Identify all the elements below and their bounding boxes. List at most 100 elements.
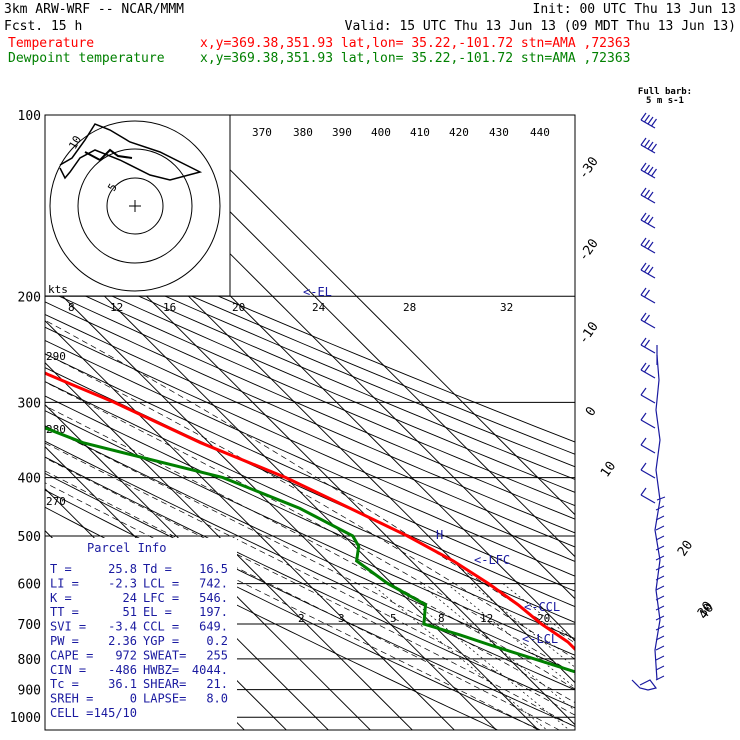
parcel-info-row: CIN = -486 HWBZ= 4044. <box>50 663 228 677</box>
parcel-label: T = <box>50 562 72 576</box>
parcel-info-row: K = 24 LFC = 546. <box>50 591 228 605</box>
theta-label: 270 <box>46 495 66 508</box>
isotherm <box>132 115 575 558</box>
barb-legend-line1: Full barb: <box>638 87 692 97</box>
parcel-info-box: Parcel Info T = 25.8 Td = 16.5 LI = -2.3 LCL =… <box>45 538 237 730</box>
wind-barbs <box>631 112 666 691</box>
dry-adiabat <box>45 381 575 623</box>
parcel-label: CCL = <box>143 620 179 634</box>
hodograph-speed-label: 28 <box>403 301 416 314</box>
parcel-info-background <box>45 538 237 730</box>
wind-barb <box>640 162 657 179</box>
isotherm <box>45 278 497 730</box>
wind-barb <box>640 462 656 479</box>
parcel-value: 51 <box>123 605 137 619</box>
theta-label: 380 <box>293 126 313 139</box>
parcel-value: 546. <box>199 591 228 605</box>
wind-barb <box>640 137 657 154</box>
temperature-tick-label: -30 <box>576 154 602 182</box>
theta-label: 410 <box>410 126 430 139</box>
parcel-value: 21. <box>206 677 228 691</box>
parcel-info-row: PW = 2.36 YGP = 0.2 <box>50 634 228 648</box>
parcel-label: Tc = <box>50 677 79 691</box>
wind-barb <box>640 487 656 504</box>
parcel-info-row: SVI = -3.4 CCL = 649. <box>50 620 228 634</box>
parcel-value: 0.2 <box>206 634 228 648</box>
parcel-value: 24 <box>123 591 137 605</box>
valid-time: Valid: 15 UTC Thu 13 Jun 13 (09 MDT Thu … <box>345 19 736 34</box>
pressure-tick-label: 700 <box>18 618 41 633</box>
hodograph-ring <box>106 177 164 235</box>
dry-adiabat <box>45 276 575 507</box>
parcel-label: LI = <box>50 576 79 590</box>
wind-barb <box>640 312 656 329</box>
pressure-tick-label: 300 <box>18 396 41 411</box>
dry-adiabat <box>45 230 575 455</box>
hodograph-speed-label: 16 <box>163 301 176 314</box>
isotherm <box>45 362 413 730</box>
parcel-label: SREH = <box>50 692 93 706</box>
model-title: 3km ARW-WRF -- NCAR/MMM <box>4 2 184 17</box>
parcel-value: 16.5 <box>199 562 228 576</box>
pressure-tick-label: 500 <box>18 530 41 545</box>
parcel-value: 742. <box>199 576 228 590</box>
parcel-value: 0 <box>130 692 137 706</box>
parcel-value: 649. <box>199 620 228 634</box>
hodograph-speed-label: 24 <box>312 301 326 314</box>
parcel-label: LCL = <box>143 576 179 590</box>
parcel-value: 2.36 <box>108 634 137 648</box>
dry-adiabat <box>45 253 575 480</box>
wind-barb <box>640 437 656 454</box>
parcel-label: K = <box>50 591 72 605</box>
mixing-ratio-label: 12 <box>480 612 493 625</box>
parcel-label: SHEAR= <box>143 677 186 691</box>
wind-barb <box>640 287 656 304</box>
temperature-legend-info: x,y=369.38,351.93 lat,lon= 35.22,-101.72… <box>200 36 630 51</box>
parcel-value: -486 <box>108 663 137 677</box>
parcel-value: 197. <box>199 605 228 619</box>
parcel-info-row: CELL = 145/10 <box>50 706 137 720</box>
dry-adiabat <box>45 440 575 691</box>
hodograph-speed-labels: 8 12 16 20 24 28 32 <box>68 301 513 314</box>
temperature-profile <box>45 371 575 652</box>
parcel-label: YGP = <box>143 634 179 648</box>
mixing-ratio-line <box>391 583 570 730</box>
pressure-tick-label: 400 <box>18 472 41 487</box>
parcel-label: SVI = <box>50 620 86 634</box>
mixing-ratio-label: 2 <box>298 612 305 625</box>
dewpoint-profile <box>45 426 575 674</box>
parcel-label: PW = <box>50 634 79 648</box>
parcel-value: 972 <box>115 648 137 662</box>
forecast-hour: Fcst. 15 h <box>4 19 82 34</box>
dewpoint-legend-info: x,y=369.38,351.93 lat,lon= 35.22,-101.72… <box>200 51 630 66</box>
lfc-marker: <-LFC <box>474 553 510 567</box>
wind-barb <box>640 262 656 279</box>
pressure-tick-label: 900 <box>18 684 41 699</box>
pressure-tick-label: 600 <box>18 578 41 593</box>
init-time: Init: 00 UTC Thu 13 Jun 13 <box>533 2 737 17</box>
parcel-label: CIN = <box>50 663 86 677</box>
parcel-value: -2.3 <box>108 576 137 590</box>
hodograph-ring-label: 10 <box>66 134 84 152</box>
wind-barb <box>640 212 656 229</box>
parcel-value: 145/10 <box>94 706 137 720</box>
pressure-tick-label: 800 <box>18 653 41 668</box>
parcel-value: -3.4 <box>108 620 137 634</box>
dry-adiabat <box>45 456 575 709</box>
pressure-tick-label: 1000 <box>10 711 41 726</box>
dry-adiabat <box>45 339 575 577</box>
hodograph: 10 5 kts <box>44 114 231 297</box>
parcel-value: 8.0 <box>206 692 228 706</box>
temperature-tick-label: -10 <box>576 319 602 347</box>
hodograph-trace <box>84 148 133 162</box>
plot-frame <box>44 114 576 731</box>
hodograph-ring <box>49 120 221 292</box>
theta-label: 370 <box>252 126 272 139</box>
hodograph-speed-label: 8 <box>68 301 75 314</box>
theta-label: 390 <box>332 126 352 139</box>
parcel-label: LFC = <box>143 591 179 605</box>
hodograph-speed-label: 20 <box>232 301 245 314</box>
parcel-value: 25.8 <box>108 562 137 576</box>
wind-barb <box>640 237 656 254</box>
